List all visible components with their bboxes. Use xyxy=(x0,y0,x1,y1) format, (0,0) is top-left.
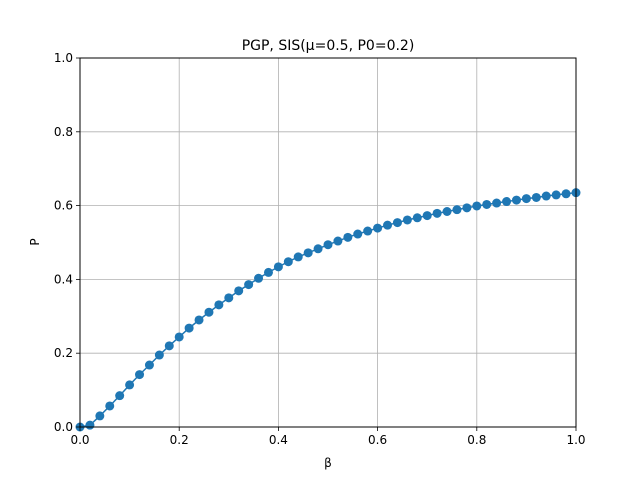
data-point xyxy=(214,300,224,310)
x-tick-label: 0.4 xyxy=(269,433,288,447)
data-point xyxy=(412,213,422,223)
data-point xyxy=(95,411,105,421)
data-point xyxy=(313,244,323,254)
data-point xyxy=(184,323,194,333)
data-point xyxy=(353,229,363,239)
data-point xyxy=(234,286,244,296)
y-tick-label: 0.4 xyxy=(54,272,73,286)
y-tick-label: 0.0 xyxy=(54,420,73,434)
data-point xyxy=(154,350,164,360)
y-axis-ticks: 0.0 0.2 0.4 0.6 0.8 1.0 xyxy=(54,51,80,434)
data-point xyxy=(343,232,353,242)
data-point xyxy=(432,208,442,218)
data-point xyxy=(442,207,452,217)
data-point xyxy=(482,199,492,209)
data-point xyxy=(283,257,293,267)
data-point xyxy=(551,190,561,200)
data-point xyxy=(392,218,402,228)
data-point xyxy=(561,189,571,199)
data-point xyxy=(244,280,254,290)
data-point xyxy=(373,223,383,233)
x-tick-label: 0.8 xyxy=(467,433,486,447)
data-point xyxy=(204,307,214,317)
x-tick-label: 1.0 xyxy=(566,433,585,447)
y-tick-label: 0.2 xyxy=(54,346,73,360)
data-point xyxy=(135,370,145,380)
data-point xyxy=(462,203,472,213)
data-point xyxy=(333,236,343,246)
x-tick-label: 0.0 xyxy=(70,433,89,447)
data-point xyxy=(115,391,125,401)
data-point xyxy=(541,191,551,201)
data-point xyxy=(164,341,174,351)
data-point xyxy=(452,205,462,215)
data-point xyxy=(144,360,154,370)
data-point xyxy=(224,293,234,303)
data-point xyxy=(125,380,135,390)
data-point xyxy=(85,420,95,430)
data-point xyxy=(363,226,373,236)
y-tick-label: 0.6 xyxy=(54,199,73,213)
x-axis-label: β xyxy=(324,456,332,470)
data-point xyxy=(293,252,303,262)
data-point xyxy=(402,215,412,225)
x-tick-label: 0.2 xyxy=(170,433,189,447)
data-point xyxy=(511,195,521,205)
data-point xyxy=(263,267,273,277)
data-point xyxy=(174,332,184,342)
data-point xyxy=(323,240,333,250)
data-point xyxy=(521,194,531,204)
data-point xyxy=(531,192,541,202)
chart-title: PGP, SIS(μ=0.5, P0=0.2) xyxy=(242,38,415,54)
data-point xyxy=(492,198,502,208)
data-point xyxy=(105,401,115,411)
data-point xyxy=(422,211,432,221)
data-point xyxy=(273,262,283,272)
x-axis-ticks: 0.0 0.2 0.4 0.6 0.8 1.0 xyxy=(70,427,586,447)
series-layer xyxy=(75,188,581,432)
data-point xyxy=(194,315,204,325)
data-point xyxy=(472,201,482,211)
y-axis-label: P xyxy=(28,238,42,245)
y-tick-label: 0.8 xyxy=(54,125,73,139)
data-point xyxy=(303,248,313,258)
data-point xyxy=(502,197,512,207)
x-tick-label: 0.6 xyxy=(368,433,387,447)
y-tick-label: 1.0 xyxy=(54,51,73,65)
data-point xyxy=(254,273,264,283)
axes-frame xyxy=(79,57,577,428)
data-point xyxy=(383,220,393,230)
